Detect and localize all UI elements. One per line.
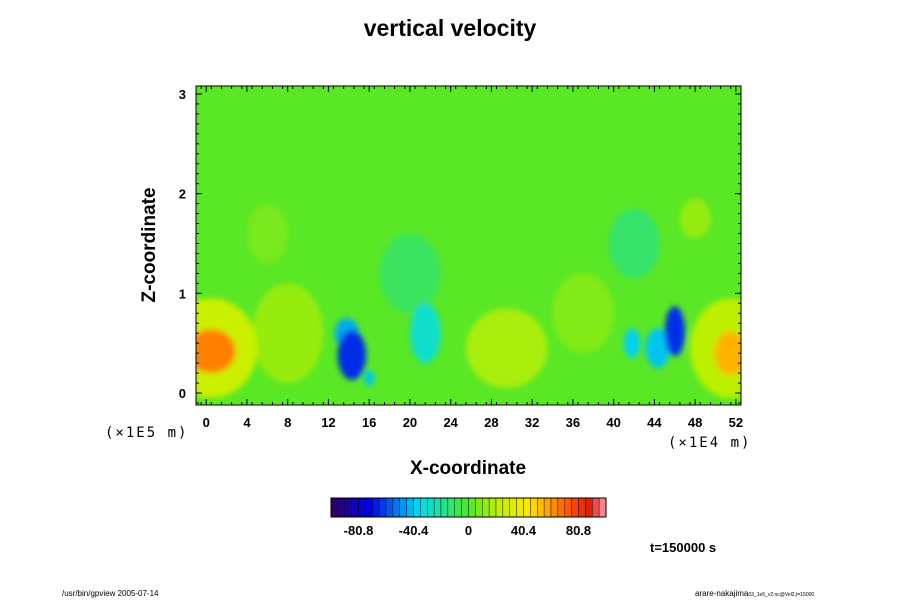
colorbar-swatch <box>351 497 359 518</box>
velocity-cell <box>664 306 685 357</box>
y-tick-label: 3 <box>179 87 186 102</box>
x-tick-label: 20 <box>403 415 417 430</box>
velocity-cell <box>364 370 375 387</box>
colorbar-swatch <box>488 497 497 518</box>
colorbar-swatch <box>406 497 414 518</box>
velocity-cell <box>645 328 670 369</box>
y-tick-label: 0 <box>179 386 186 401</box>
x-axis-scale-label: (×1E4 m) <box>668 435 752 451</box>
y-axis-label: Z-coordinate <box>139 187 160 303</box>
velocity-cell <box>552 273 614 354</box>
colorbar-swatch <box>330 497 339 518</box>
x-tick-label: 44 <box>647 415 662 430</box>
colorbar-swatch <box>571 497 579 518</box>
colorbar-swatch <box>385 497 394 518</box>
colorbar-swatch <box>543 497 552 518</box>
velocity-cell <box>246 203 288 264</box>
colorbar-swatch <box>516 497 524 518</box>
footer-source: arare-nakajima03_1e5_v2.nc@Vel2,t=15000 <box>695 589 814 598</box>
colorbar-swatch <box>530 497 538 518</box>
colorbar-swatch <box>337 497 345 518</box>
colorbar-swatch <box>461 497 469 518</box>
colorbar-swatch <box>509 497 517 518</box>
colorbar-swatch <box>427 497 435 518</box>
footer-source-main: arare-nakajima <box>695 589 749 598</box>
x-tick-label: 48 <box>688 415 702 430</box>
colorbar-swatch <box>372 497 380 518</box>
colorbar-tick-label: -40.4 <box>399 523 429 538</box>
colorbar-swatch <box>440 497 449 518</box>
plot-frame <box>195 85 742 406</box>
footer-source-sub: 03_1e5_v2.nc@Vel2,t=15000 <box>748 592 815 598</box>
x-tick-label: 4 <box>243 415 251 430</box>
colorbar-swatch <box>564 497 572 518</box>
colorbar-swatch <box>537 497 545 518</box>
colorbar-swatch <box>378 497 387 518</box>
colorbar-swatch <box>598 497 607 518</box>
colorbar-swatch <box>482 497 490 518</box>
y-axis-scale-label: (×1E5 m) <box>105 425 189 441</box>
x-tick-label: 24 <box>443 415 458 430</box>
colorbar-swatch <box>592 497 600 518</box>
colorbar-swatch <box>420 497 428 518</box>
colorbar-swatch <box>475 497 483 518</box>
velocity-cell <box>714 331 741 376</box>
colorbar-swatch <box>365 497 373 518</box>
chart-title: vertical velocity <box>363 15 537 41</box>
colorbar-tick-label: 0 <box>465 523 472 538</box>
x-tick-label: 40 <box>606 415 620 430</box>
velocity-cell <box>679 198 711 239</box>
colorbar-swatch <box>578 497 586 518</box>
x-tick-label: 16 <box>362 415 376 430</box>
colorbar-tick-label: 40.4 <box>511 523 537 538</box>
footer-command: /usr/bin/gpview 2005-07-14 <box>62 589 159 598</box>
colorbar-frame <box>330 497 607 518</box>
velocity-cell <box>623 328 641 359</box>
x-tick-label: 0 <box>203 415 210 430</box>
velocity-cell <box>379 233 441 314</box>
heatmap-field <box>196 86 741 405</box>
colorbar-swatch <box>502 497 510 518</box>
colorbar-swatch <box>344 497 352 518</box>
colorbar-swatch <box>454 497 462 518</box>
velocity-cell <box>337 330 367 381</box>
colorbar-swatch <box>433 497 442 518</box>
x-tick-label: 32 <box>525 415 539 430</box>
colorbar-swatch <box>468 497 476 518</box>
velocity-cell <box>252 283 324 384</box>
velocity-cell <box>465 308 548 389</box>
x-tick-label: 36 <box>566 415 580 430</box>
x-tick-label: 28 <box>484 415 498 430</box>
colorbar-swatch <box>358 497 366 518</box>
colorbar-swatch <box>399 497 407 518</box>
colorbar-swatch <box>495 497 504 518</box>
time-label: t=150000 s <box>650 540 717 555</box>
y-tick-label: 2 <box>179 187 186 202</box>
x-axis-label: X-coordinate <box>409 458 527 479</box>
velocity-cell <box>409 303 441 364</box>
colorbar-tick-label: 80.8 <box>566 523 591 538</box>
x-tick-label: 52 <box>729 415 743 430</box>
colorbar-swatch <box>447 497 455 518</box>
y-tick-label: 1 <box>179 286 186 301</box>
colorbar: -80.8 -40.4 0 40.4 80.8 <box>330 497 607 538</box>
x-tick-label: 8 <box>284 415 291 430</box>
colorbar-swatch <box>585 497 593 518</box>
velocity-cell <box>196 329 236 374</box>
velocity-cell <box>608 208 660 279</box>
colorbar-swatch <box>523 497 531 518</box>
colorbar-swatch <box>392 497 400 518</box>
colorbar-swatch <box>557 497 565 518</box>
colorbar-tick-label: -80.8 <box>344 523 374 538</box>
x-tick-label: 12 <box>321 415 335 430</box>
colorbar-swatch <box>550 497 559 518</box>
colorbar-swatch <box>413 497 421 518</box>
